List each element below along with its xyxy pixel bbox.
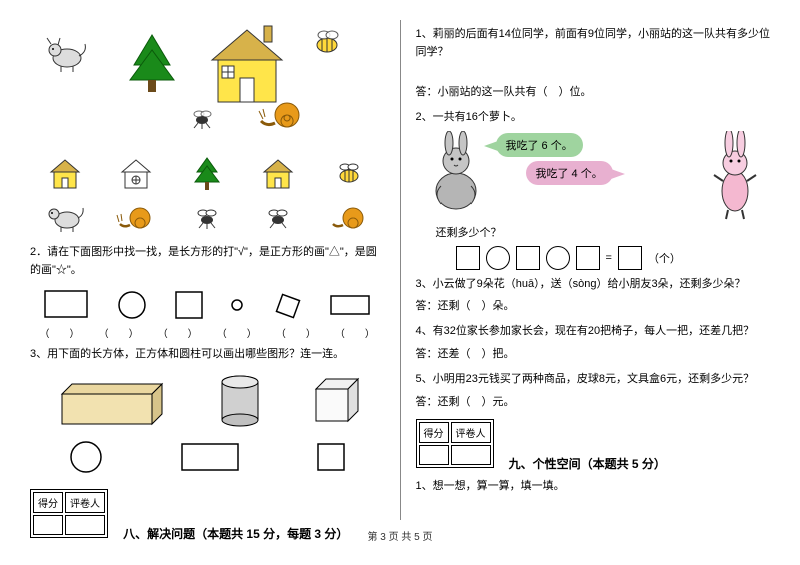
cylinder-icon [215, 374, 265, 429]
section-8-header: 得分 评卷人 八、解决问题（本题共 15 分，每题 3 分） [30, 489, 385, 542]
option-tree-icon [187, 154, 227, 194]
rabbit-illustration-row: 我吃了 6 个。 我吃了 4 个。 [416, 131, 771, 224]
option-house-3-icon [258, 154, 298, 194]
eq-op-1 [486, 246, 510, 270]
q2-shape-square [174, 290, 204, 320]
equation-boxes-row: = （个） [456, 246, 771, 270]
flat-circle-icon [68, 439, 104, 475]
q2-parentheses-row: （ ） （ ） （ ） （ ） （ ） （ ） [30, 325, 385, 340]
rabbit-pink-icon [708, 131, 763, 221]
r-q5-text: 5、小明用23元钱买了两种商品，皮球8元，文具盒6元，还剩多少元？ [416, 371, 771, 389]
matching-options-row-1 [30, 154, 385, 194]
q2-shape-rotated-square [271, 289, 303, 321]
option-fly-icon [187, 198, 227, 238]
left-column: 2．请在下面图形中找一找，是长方形的打"√"，是正方形的画"△"，是圆的画"☆"… [30, 20, 400, 520]
q2-shape-rect [43, 289, 89, 321]
worksheet-page: 2．请在下面图形中找一找，是长方形的打"√"，是正方形的画"△"，是圆的画"☆"… [0, 0, 800, 565]
eq-box-2 [516, 246, 540, 270]
q3-flats-row [30, 439, 385, 475]
r-q9-text: 1、想一想，算一算，填一填。 [416, 478, 771, 496]
r-q5-answer: 答：还剩（ ）元。 [416, 393, 771, 409]
flat-rect-icon [180, 442, 240, 472]
score-label-b-9: 评卷人 [451, 422, 491, 443]
score-label-a-9: 得分 [419, 422, 449, 443]
matching-scene-illustration [37, 20, 377, 150]
r-q1-answer: 答：小丽站的这一队共有（ ）位。 [416, 83, 771, 99]
bubble-2-text: 我吃了 4 个。 [536, 168, 603, 180]
eq-unit: （个） [648, 250, 681, 266]
option-snail-icon [116, 198, 156, 238]
option-house-2-icon [116, 154, 156, 194]
q2-shape-small-circle [230, 298, 244, 312]
rabbit-pink-container [700, 131, 770, 224]
eq-box-3 [576, 246, 600, 270]
eq-op-2 [546, 246, 570, 270]
scene-svg [37, 20, 377, 150]
bubble-2-tail-icon [611, 169, 625, 179]
option-dog-icon [45, 198, 85, 238]
section-9-header: 得分 评卷人 九、个性空间（本题共 5 分） [416, 419, 771, 472]
r-q4-text: 4、有32位家长参加家长会，现在有20把椅子，每人一把，还差几把？ [416, 323, 771, 341]
q2-text: 2．请在下面图形中找一找，是长方形的打"√"，是正方形的画"△"，是圆的画"☆"… [30, 244, 385, 279]
eq-equals: = [606, 252, 612, 264]
q2-shapes-row [30, 289, 385, 321]
paren-4: （ ） [217, 325, 257, 340]
rabbit-gray-icon [426, 131, 486, 211]
paren-3: （ ） [158, 325, 198, 340]
speech-bubble-2: 我吃了 4 个。 [526, 161, 613, 185]
eq-box-4 [618, 246, 642, 270]
r-q3-text: 3、小云做了9朵花（huā），送（sòng）给小朋友3朵，还剩多少朵？ [416, 276, 771, 294]
option-bee-icon [329, 154, 369, 194]
r-q2-text: 2、一共有16个萝卜。 [416, 109, 771, 127]
speech-bubbles: 我吃了 6 个。 我吃了 4 个。 [496, 131, 701, 187]
score-label-b: 评卷人 [65, 492, 105, 513]
speech-bubble-1: 我吃了 6 个。 [496, 133, 583, 157]
section-8-title: 八、解决问题（本题共 15 分，每题 3 分） [123, 525, 348, 542]
score-label-a: 得分 [33, 492, 63, 513]
option-snail-2-icon [329, 198, 369, 238]
option-fly-2-icon [258, 198, 298, 238]
right-column: 1、莉丽的后面有14位同学，前面有9位同学，小丽站的这一队共有多少位同学？ 答：… [400, 20, 771, 520]
r-q3-answer: 答：还剩（ ）朵。 [416, 297, 771, 313]
paren-1: （ ） [40, 325, 80, 340]
score-box-9: 得分 评卷人 [416, 419, 494, 468]
matching-options-row-2 [30, 198, 385, 238]
r-q2-remain-label: 还剩多少个？ [436, 224, 771, 240]
q3-text: 3、用下面的长方体，正方体和圆柱可以画出哪些图形？连一连。 [30, 346, 385, 364]
eq-box-1 [456, 246, 480, 270]
cuboid-icon [52, 379, 172, 429]
bubble-1-text: 我吃了 6 个。 [506, 140, 573, 152]
paren-2: （ ） [99, 325, 139, 340]
r-q4-answer: 答：还差（ ）把。 [416, 345, 771, 361]
score-box-8: 得分 评卷人 [30, 489, 108, 538]
section-9-title: 九、个性空间（本题共 5 分） [509, 455, 666, 472]
paren-6: （ ） [335, 325, 375, 340]
q3-solids-row [30, 374, 385, 429]
flat-square-icon [316, 442, 346, 472]
q2-shape-rect-2 [329, 294, 371, 316]
q2-shape-circle [116, 289, 148, 321]
paren-5: （ ） [276, 325, 316, 340]
bubble-1-tail-icon [484, 141, 498, 151]
r-q1-text: 1、莉丽的后面有14位同学，前面有9位同学，小丽站的这一队共有多少位同学？ [416, 26, 771, 61]
cube-icon [308, 374, 363, 429]
two-column-layout: 2．请在下面图形中找一找，是长方形的打"√"，是正方形的画"△"，是圆的画"☆"… [30, 20, 770, 520]
option-house-1-icon [45, 154, 85, 194]
